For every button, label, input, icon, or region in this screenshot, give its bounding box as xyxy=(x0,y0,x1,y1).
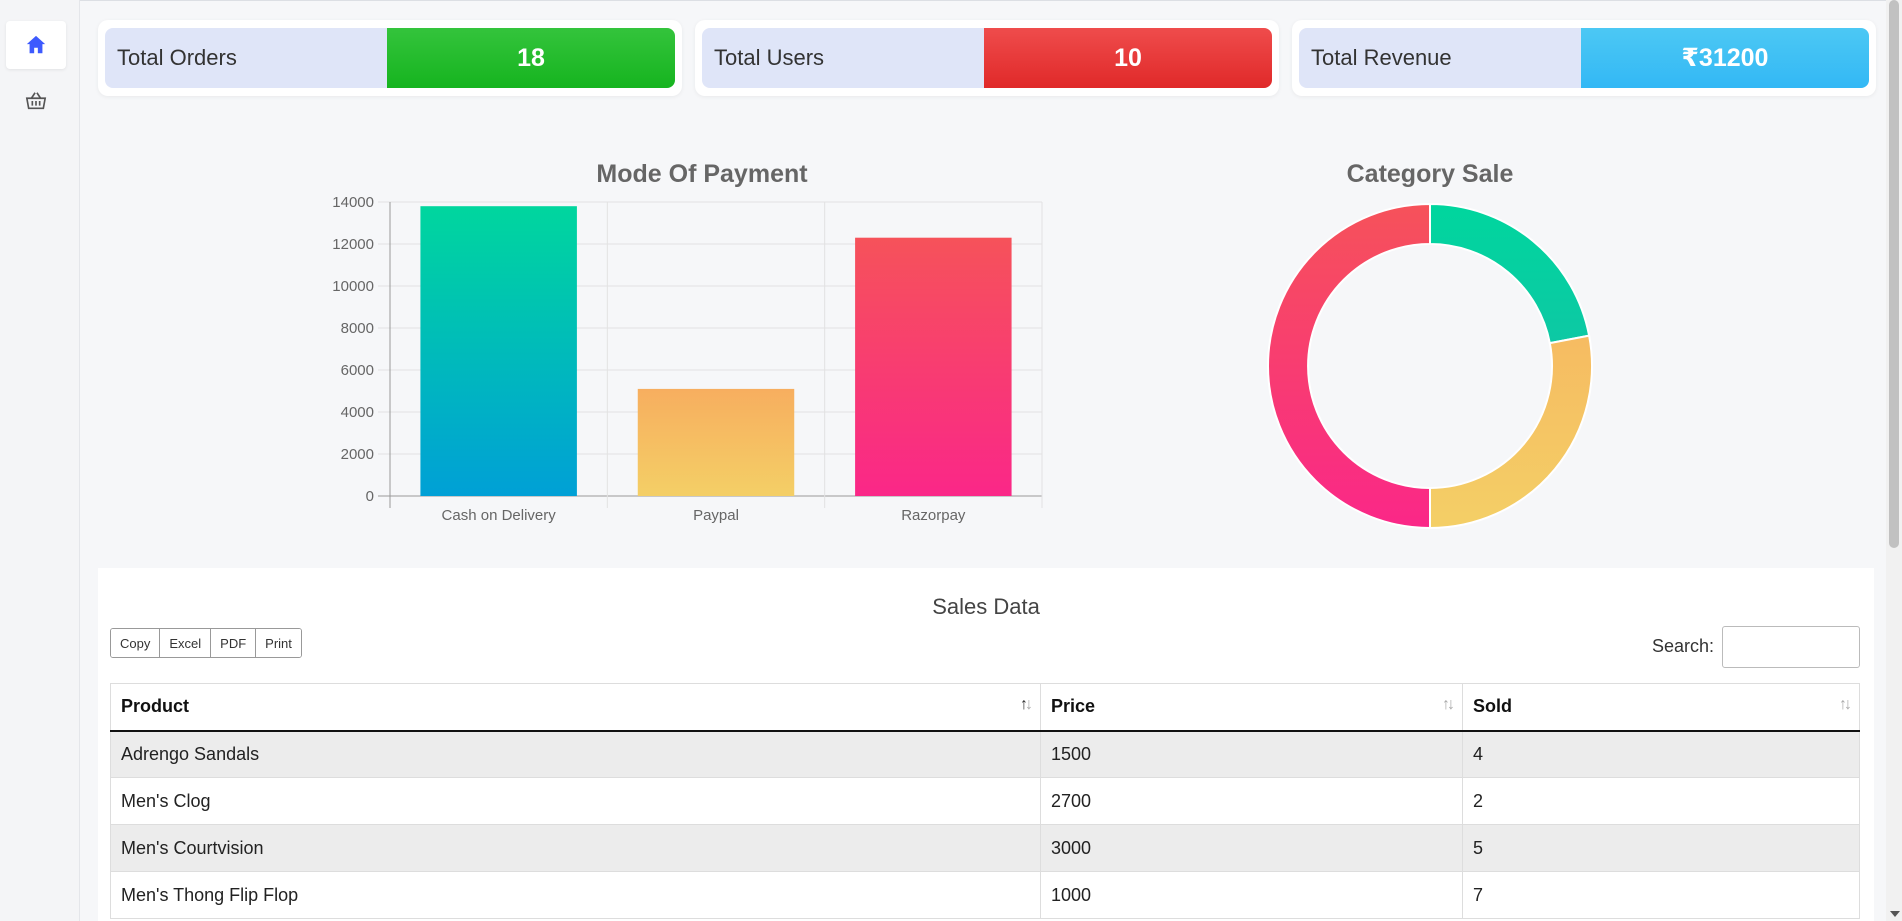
total-users-card: Total Users 10 xyxy=(695,20,1279,96)
total-orders-value: 18 xyxy=(387,28,675,88)
price-cell: 2700 xyxy=(1040,777,1463,825)
total-orders-label: Total Orders xyxy=(105,28,387,88)
sidebar-item-home[interactable] xyxy=(6,21,66,69)
donut-slice xyxy=(1429,202,1591,345)
column-header-label: Sold xyxy=(1473,696,1512,717)
sales-data-panel: Sales Data Copy Excel PDF Print Search: … xyxy=(98,568,1874,921)
table-row: Men's Clog 2700 2 xyxy=(110,777,1860,825)
sales-table: Product ↑↓ Price ↑↓ Sold ↑↓ Adrengo Sand… xyxy=(110,683,1860,919)
y-tick-label: 8000 xyxy=(341,320,374,337)
product-cell: Adrengo Sandals xyxy=(110,730,1041,778)
y-tick-label: 0 xyxy=(366,488,374,505)
table-row: Men's Courtvision 3000 5 xyxy=(110,824,1860,872)
total-revenue-card: Total Revenue ₹31200 xyxy=(1292,20,1876,96)
y-tick-label: 4000 xyxy=(341,404,374,421)
table-row: Men's Thong Flip Flop 1000 7 xyxy=(110,871,1860,919)
column-header-price[interactable]: Price ↑↓ xyxy=(1040,683,1463,732)
category-donut-chart xyxy=(1267,202,1593,530)
page-scrollbar[interactable] xyxy=(1886,0,1902,921)
column-header-product[interactable]: Product ↑↓ xyxy=(110,683,1041,732)
sort-icon: ↑↓ xyxy=(1839,696,1852,713)
sold-cell: 2 xyxy=(1462,777,1860,825)
home-icon xyxy=(25,34,47,56)
x-tick-label: Cash on Delivery xyxy=(442,507,557,524)
donut-slice xyxy=(1267,202,1431,530)
x-tick-label: Paypal xyxy=(693,507,739,524)
column-header-label: Product xyxy=(121,696,190,717)
scrollbar-thumb[interactable] xyxy=(1889,0,1899,548)
x-tick-label: Razorpay xyxy=(901,507,966,524)
payment-chart-title: Mode Of Payment xyxy=(596,160,808,188)
product-cell: Men's Courtvision xyxy=(110,824,1041,872)
y-tick-label: 6000 xyxy=(341,362,374,379)
sort-icon: ↑↓ xyxy=(1020,696,1033,713)
total-users-value: 10 xyxy=(984,28,1272,88)
copy-button[interactable]: Copy xyxy=(111,629,161,657)
sold-cell: 4 xyxy=(1462,730,1860,778)
product-cell: Men's Thong Flip Flop xyxy=(110,871,1041,919)
price-cell: 1000 xyxy=(1040,871,1463,919)
print-button[interactable]: Print xyxy=(256,629,301,657)
sort-icon: ↑↓ xyxy=(1442,696,1455,713)
bar-razorpay xyxy=(855,237,1012,496)
excel-button[interactable]: Excel xyxy=(160,629,212,657)
basket-icon xyxy=(25,90,47,112)
category-chart-title: Category Sale xyxy=(1346,160,1514,188)
product-cell: Men's Clog xyxy=(110,777,1041,825)
scroll-down-icon[interactable] xyxy=(1890,911,1900,917)
y-tick-label: 10000 xyxy=(332,278,374,295)
y-tick-label: 2000 xyxy=(341,446,374,463)
payment-bar-chart: 0 2000 4000 6000 8000 10000 12000 14000 Cash on … xyxy=(332,194,1043,524)
total-revenue-label: Total Revenue xyxy=(1299,28,1581,88)
bar-paypal xyxy=(637,388,795,496)
total-users-label: Total Users xyxy=(702,28,984,88)
sold-cell: 7 xyxy=(1462,871,1860,919)
search-label: Search: xyxy=(1652,636,1715,656)
y-tick-label: 12000 xyxy=(332,236,374,253)
sidebar xyxy=(0,0,80,921)
total-revenue-value: ₹31200 xyxy=(1581,28,1869,88)
column-header-sold[interactable]: Sold ↑↓ xyxy=(1462,683,1860,732)
column-header-label: Price xyxy=(1051,696,1096,717)
pdf-button[interactable]: PDF xyxy=(211,629,257,657)
price-cell: 1500 xyxy=(1040,730,1463,778)
sales-data-title: Sales Data xyxy=(932,594,1040,619)
search-input[interactable] xyxy=(1722,626,1860,668)
sold-cell: 5 xyxy=(1462,824,1860,872)
y-tick-label: 14000 xyxy=(332,194,374,211)
sidebar-item-orders[interactable] xyxy=(6,77,66,125)
top-divider xyxy=(80,0,1902,3)
total-orders-card: Total Orders 18 xyxy=(98,20,682,96)
donut-slice xyxy=(1429,334,1593,530)
bar-cash-on-delivery xyxy=(420,206,577,496)
export-buttons: Copy Excel PDF Print xyxy=(110,628,302,658)
table-row: Adrengo Sandals 1500 4 xyxy=(110,730,1860,778)
price-cell: 3000 xyxy=(1040,824,1463,872)
